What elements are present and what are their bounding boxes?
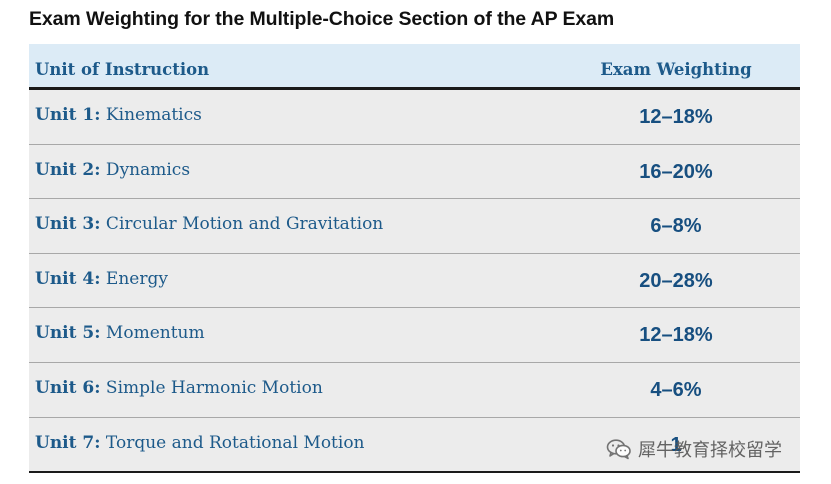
unit-name: Energy — [100, 268, 168, 289]
page-title: Exam Weighting for the Multiple-Choice S… — [29, 8, 615, 30]
weight-cell: 12–18% — [639, 106, 713, 128]
unit-name: Simple Harmonic Motion — [100, 377, 323, 398]
table-row: Unit 3: Circular Motion and Gravitation … — [29, 199, 800, 254]
unit-cell: Unit 3: Circular Motion and Gravitation — [35, 214, 383, 234]
table-row: Unit 5: Momentum 12–18% — [29, 308, 800, 363]
table-row: Unit 1: Kinematics 12–18% — [29, 90, 800, 145]
watermark-text: 犀牛教育择校留学 — [638, 440, 782, 461]
weight-cell: 16–20% — [639, 160, 713, 183]
unit-cell: Unit 6: Simple Harmonic Motion — [35, 378, 323, 398]
unit-number: Unit 7: — [35, 432, 101, 453]
unit-number: Unit 3: — [35, 214, 101, 235]
unit-number: Unit 2: — [35, 159, 101, 180]
weight-cell: 12–18% — [639, 324, 713, 347]
unit-name: Torque and Rotational Motion — [100, 432, 365, 453]
unit-number: Unit 6: — [35, 377, 101, 398]
weight-cell: 1 — [670, 433, 682, 456]
weight-cell: 20–28% — [639, 269, 713, 292]
header-unit-of-instruction: Unit of Instruction — [35, 60, 210, 79]
exam-weighting-table: Unit of Instruction Exam Weighting Unit … — [29, 44, 800, 474]
wechat-icon — [606, 438, 632, 460]
unit-name: Momentum — [100, 323, 205, 344]
weight-cell: 6–8% — [650, 215, 702, 238]
watermark: 犀牛教育择校留学 — [606, 434, 782, 464]
unit-name: Circular Motion and Gravitation — [100, 214, 384, 235]
unit-number: Unit 4: — [35, 268, 101, 289]
unit-number: Unit 1: — [35, 105, 101, 125]
table-row: Unit 2: Dynamics 16–20% — [29, 144, 800, 200]
unit-name: Kinematics — [100, 105, 202, 125]
unit-cell: Unit 2: Dynamics — [35, 160, 190, 180]
weight-cell: 4–6% — [650, 378, 702, 401]
unit-cell: Unit 7: Torque and Rotational Motion — [35, 433, 365, 453]
header-exam-weighting: Exam Weighting — [600, 60, 752, 79]
unit-cell: Unit 1: Kinematics — [35, 105, 202, 125]
table-row: Unit 7: Torque and Rotational Motion 1 — [29, 417, 800, 474]
unit-cell: Unit 5: Momentum — [35, 323, 205, 343]
table-row: Unit 4: Energy 20–28% — [29, 253, 800, 309]
unit-cell: Unit 4: Energy — [35, 269, 168, 289]
table-row: Unit 6: Simple Harmonic Motion 4–6% — [29, 362, 800, 418]
table-header: Unit of Instruction Exam Weighting — [29, 44, 800, 90]
unit-name: Dynamics — [100, 159, 191, 180]
unit-number: Unit 5: — [35, 323, 101, 344]
